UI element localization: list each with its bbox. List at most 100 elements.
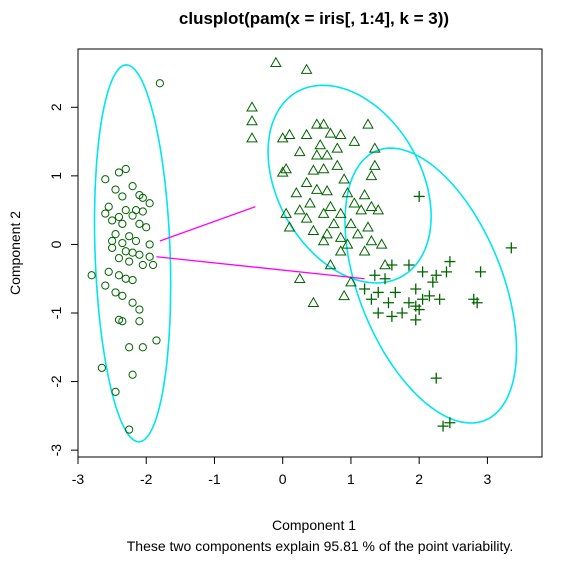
cluster-2-point — [283, 221, 296, 232]
cluster-1-point — [138, 343, 147, 352]
cluster-3-point — [413, 190, 425, 202]
cluster-3-point — [365, 293, 377, 305]
cluster-2-point — [290, 186, 303, 198]
cluster-2-point — [317, 207, 330, 218]
cluster-2-point — [317, 162, 330, 174]
cluster-1-point — [121, 206, 130, 215]
cluster-1-point — [108, 236, 117, 246]
cluster-1-point — [87, 271, 96, 280]
cluster-1-point — [138, 207, 147, 216]
cluster-2-point — [375, 238, 388, 249]
cluster-1-point — [97, 363, 106, 372]
y-tick-label: -3 — [48, 444, 64, 457]
cluster-2-point — [338, 289, 350, 301]
cluster-2-point — [345, 276, 357, 287]
cluster-1-point — [135, 317, 144, 326]
y-axis: -3 -2 -1 0 1 2 — [48, 103, 79, 457]
cluster-2-point — [317, 118, 330, 129]
cluster-1-point — [108, 243, 117, 252]
y-tick-label: -1 — [48, 307, 64, 320]
cluster-2-point — [293, 204, 306, 215]
cluster-2-point — [293, 272, 306, 283]
cluster-3-point — [437, 420, 449, 432]
cluster-2-point — [345, 217, 357, 229]
cluster-1-point — [118, 291, 127, 300]
cluster-1-point — [104, 202, 113, 211]
cluster-3-point — [372, 286, 384, 298]
cluster-1-point — [101, 175, 110, 184]
cluster-1-point — [128, 275, 137, 285]
cluster-1-point — [118, 219, 127, 228]
cluster-2-point — [358, 189, 371, 200]
cluster-1-point — [128, 182, 137, 191]
cluster-2-point — [372, 204, 385, 215]
cluster-ellipses — [93, 64, 518, 443]
cluster-2-point — [310, 183, 323, 194]
cluster-3-point — [372, 307, 384, 319]
cluster-2-point — [341, 186, 354, 198]
cluster-3-point — [382, 297, 394, 309]
y-tick-label: 2 — [48, 103, 64, 111]
cluster-2-point — [283, 128, 296, 139]
cluster-1-point — [118, 238, 127, 248]
cluster-2-point — [300, 212, 313, 223]
cluster-3-point — [389, 286, 401, 298]
cluster-2-point — [334, 231, 347, 242]
cluster-3-point — [403, 297, 415, 309]
x-axis-label: Component 1 — [272, 517, 356, 533]
cluster-1-point — [101, 281, 110, 290]
cluster-2-point — [276, 132, 289, 143]
cluster-1-ellipse — [93, 64, 172, 443]
cluster-3-point — [440, 266, 452, 278]
cluster-3-point — [410, 314, 422, 326]
cluster-3-point — [386, 310, 398, 322]
x-tick-label: -2 — [140, 471, 153, 487]
cluster-1-point — [125, 425, 134, 434]
cluster-3-point — [475, 266, 487, 278]
cluster-2-point — [365, 169, 378, 181]
cluster-1-point — [145, 252, 154, 261]
cluster-2-point — [328, 217, 340, 229]
cluster-1-point — [142, 223, 151, 232]
x-axis: -3 -2 -1 0 1 2 3 — [72, 456, 492, 487]
x-tick-label: 3 — [484, 471, 492, 487]
cluster-1-point — [111, 185, 120, 194]
cluster-2-point — [310, 149, 323, 160]
chart-title: clusplot(pam(x = iris[, 1:4], k = 3)) — [179, 9, 449, 28]
cluster-1-point — [155, 79, 164, 88]
cluster-1-point — [135, 219, 144, 228]
cluster-2-point — [334, 245, 347, 256]
y-tick-label: 0 — [48, 240, 64, 248]
x-tick-label: 0 — [279, 471, 287, 487]
cluster-2-point — [246, 132, 258, 143]
cluster-2-point — [321, 184, 333, 196]
cluster-3-point — [427, 276, 439, 288]
data-points — [87, 56, 517, 434]
x-tick-label: -1 — [208, 471, 221, 487]
cluster-2-point — [355, 204, 368, 215]
cluster-1-point — [101, 209, 110, 218]
cluster-1-point — [125, 232, 134, 241]
cluster-1-point — [138, 193, 147, 202]
cluster-1-point — [114, 254, 124, 263]
cluster-3-ellipse — [344, 147, 518, 424]
cluster-2-point — [300, 176, 313, 187]
cluster-1-point — [111, 288, 120, 297]
cluster-1-point — [114, 271, 124, 280]
cluster-1-point — [128, 248, 137, 257]
cluster-2-point — [334, 207, 347, 218]
cluster-1-point — [111, 387, 120, 396]
cluster-3-point — [413, 304, 425, 316]
cluster-3-point — [471, 297, 483, 309]
cluster-2-point — [331, 142, 344, 153]
x-tick-label: -3 — [72, 471, 85, 487]
cluster-1-point — [114, 212, 124, 222]
cluster-2-point — [300, 63, 313, 74]
cluster-2-point — [362, 118, 374, 129]
cluster-2-point — [307, 164, 320, 175]
cluster-1-point — [145, 199, 154, 208]
distance-segment-2 — [156, 256, 365, 280]
cluster-1-point — [128, 211, 137, 220]
cluster-1-point — [121, 247, 130, 256]
cluster-2-point — [321, 228, 333, 239]
